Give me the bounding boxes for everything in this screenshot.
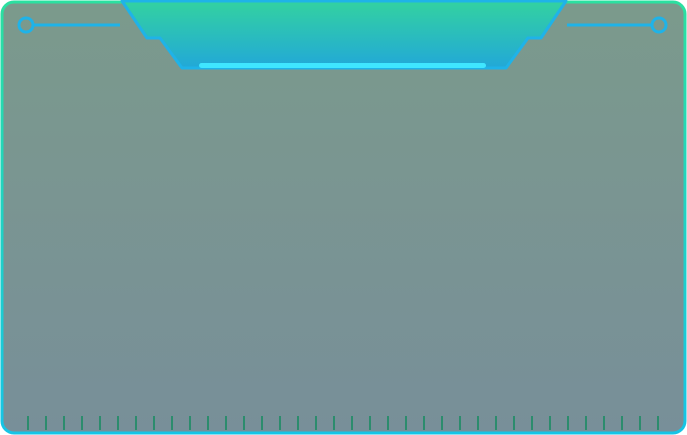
header-tab bbox=[120, 0, 568, 70]
right-connector-icon bbox=[567, 16, 668, 34]
bottom-tick-ruler bbox=[27, 416, 659, 430]
left-connector-icon bbox=[17, 16, 120, 34]
header-highlight-bar bbox=[199, 63, 486, 68]
